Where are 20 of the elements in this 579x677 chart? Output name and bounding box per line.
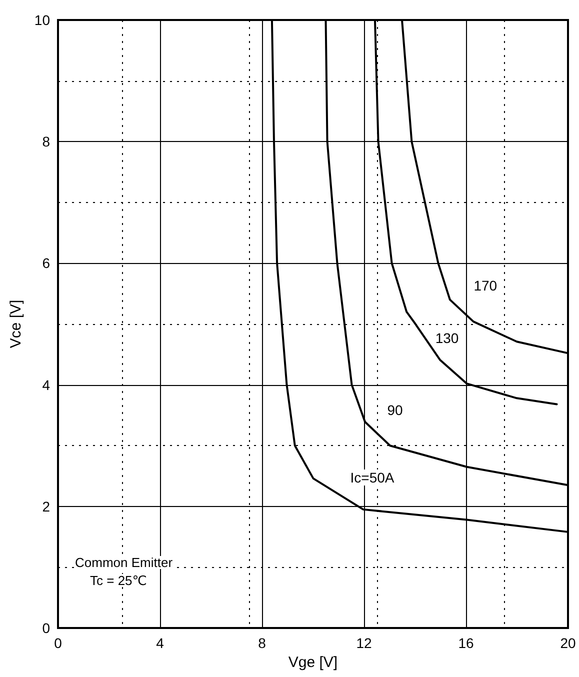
x-tick-label: 0 [54, 635, 62, 651]
series-label: 90 [387, 402, 404, 418]
x-axis-title: Vge [V] [288, 654, 338, 671]
x-tick-label: 4 [156, 635, 164, 651]
series-label: 170 [474, 278, 498, 294]
annotation: Tc = 25℃ [90, 573, 147, 588]
x-tick-label: 8 [258, 635, 266, 651]
y-tick-label: 2 [42, 498, 50, 514]
y-axis-title: Vce [V] [8, 300, 25, 348]
y-tick-label: 0 [42, 620, 50, 636]
series-label: Ic=50A [350, 469, 395, 486]
y-tick-label: 10 [34, 12, 50, 28]
series-label: 130 [435, 330, 459, 346]
x-tick-label: 12 [356, 635, 372, 651]
x-tick-label: 20 [560, 635, 576, 651]
y-tick-label: 6 [42, 255, 50, 272]
x-tick-label: 16 [458, 635, 474, 651]
y-tick-label: 4 [42, 376, 50, 393]
annotation: Common Emitter [75, 555, 174, 570]
y-tick-label: 8 [42, 134, 50, 150]
